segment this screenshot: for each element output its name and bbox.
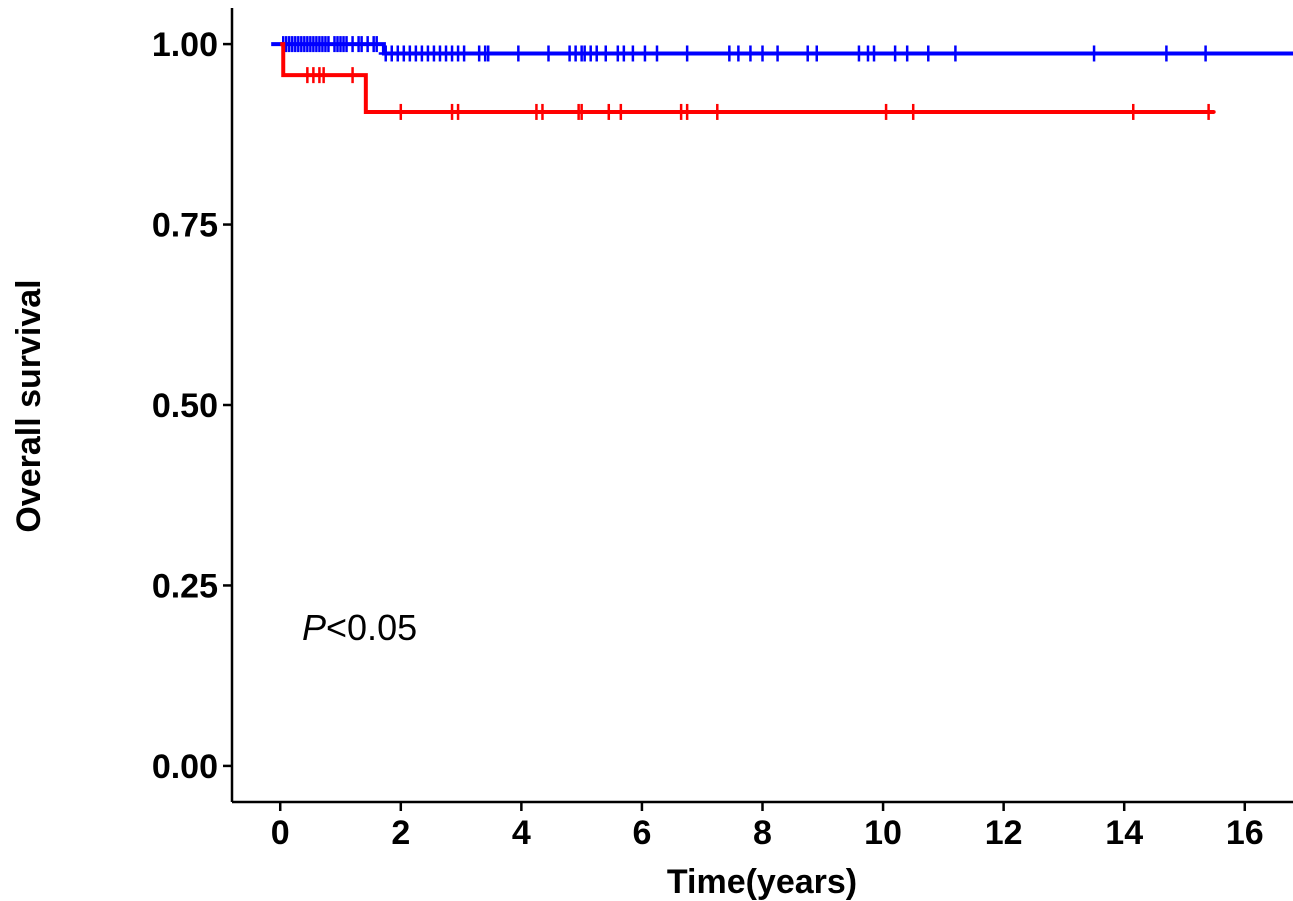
y-tick-label: 0.25 xyxy=(152,567,218,605)
x-axis-ticks: 0 2 4 6 8 10 12 14 16 xyxy=(271,802,1264,852)
x-tick-label: 10 xyxy=(864,814,902,852)
x-axis-title: Time(years) xyxy=(667,863,857,901)
chart-axes: 0.00 0.25 0.50 0.75 1.00 0 2 4 6 8 10 12 14 16 xyxy=(152,8,1293,852)
series-1 xyxy=(271,36,1293,62)
survival-step-line xyxy=(271,42,1293,56)
x-tick-label: 0 xyxy=(271,814,290,852)
p-value-annotation: P<0.05 xyxy=(302,607,417,648)
x-tick-label: 6 xyxy=(632,814,651,852)
y-axis-title: Overall survival xyxy=(10,279,48,532)
x-tick-label: 12 xyxy=(985,814,1023,852)
x-tick-label: 16 xyxy=(1226,814,1264,852)
p-value-text: <0.05 xyxy=(326,607,417,648)
y-tick-label: 0.00 xyxy=(152,748,218,786)
y-tick-label: 1.00 xyxy=(152,26,218,64)
series-2 xyxy=(280,42,1216,120)
x-tick-label: 2 xyxy=(391,814,410,852)
x-tick-label: 4 xyxy=(512,814,531,852)
y-axis-ticks: 0.00 0.25 0.50 0.75 1.00 xyxy=(152,26,232,786)
series-layer xyxy=(271,36,1293,120)
y-tick-label: 0.50 xyxy=(152,387,218,425)
x-tick-label: 14 xyxy=(1105,814,1143,852)
y-tick-label: 0.75 xyxy=(152,207,218,245)
x-tick-label: 8 xyxy=(753,814,772,852)
p-value-symbol: P xyxy=(302,607,326,648)
